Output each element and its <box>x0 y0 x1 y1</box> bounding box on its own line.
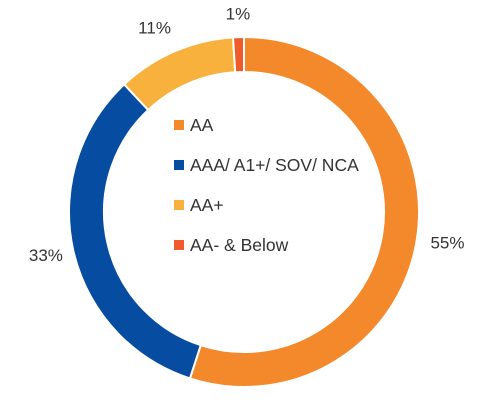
slice-aa-minus-below <box>231 35 245 74</box>
value-label-aaa-a1-plus-sov-nca: 33% <box>29 246 63 265</box>
legend-label-aa: AA <box>190 115 214 135</box>
legend: AA AAA/ A1+/ SOV/ NCA AA+ AA- & Below <box>174 112 364 258</box>
value-label-aa-minus-below: 1% <box>226 5 251 24</box>
legend-item-aaa-a1plus-sov-nca: AAA/ A1+/ SOV/ NCA <box>174 152 364 178</box>
slice-aa <box>188 35 420 388</box>
legend-swatch-aaa-a1plus-sov-nca <box>174 160 184 170</box>
legend-item-aa-minus-below: AA- & Below <box>174 232 364 258</box>
legend-label-aaa-a1plus-sov-nca: AAA/ A1+/ SOV/ NCA <box>190 155 359 175</box>
value-label-aa-plus: 11% <box>138 19 171 38</box>
donut-slices <box>68 35 420 388</box>
legend-swatch-aa <box>174 120 184 130</box>
donut-labels: 55% 33% 11% 1% <box>29 5 465 265</box>
value-label-aa: 55% <box>430 234 464 253</box>
legend-item-aa-plus: AA+ <box>174 192 364 218</box>
slice-aa-plus <box>122 36 237 112</box>
legend-swatch-aa-plus <box>174 200 184 210</box>
legend-label-aa-plus: AA+ <box>190 195 224 215</box>
legend-label-aa-minus-below: AA- & Below <box>190 235 289 255</box>
legend-item-aa: AA <box>174 112 364 138</box>
legend-swatch-aa-minus-below <box>174 240 184 250</box>
